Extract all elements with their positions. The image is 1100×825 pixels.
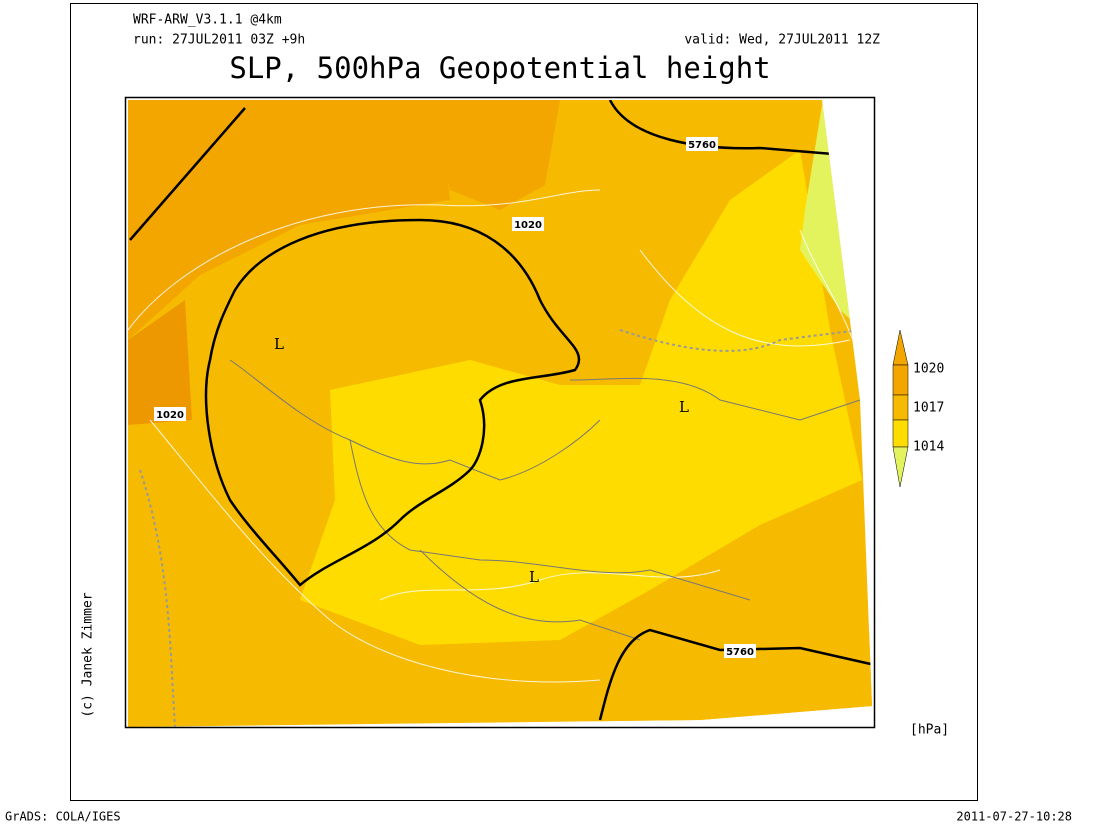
run-label: run: 27JUL2011 03Z +9h (133, 33, 305, 48)
colorbar-label: 1017 (913, 401, 944, 416)
contour-label-box (724, 644, 756, 658)
contour-label-box (686, 137, 718, 151)
contour-label: 1020 (514, 220, 542, 231)
colorbar-cell (892, 419, 909, 448)
contour-label: 5760 (726, 647, 754, 658)
model-label: WRF-ARW_V3.1.1 @4km (133, 13, 282, 28)
colorbar-cap (892, 446, 909, 488)
contour-label: 1020 (156, 410, 184, 421)
field-high (128, 100, 450, 340)
colorbar-cell (892, 394, 909, 421)
field-mid (600, 600, 872, 727)
low-marker: L (529, 568, 539, 586)
borders (229, 359, 861, 641)
field-low (300, 150, 862, 645)
unit-label: [hPa] (910, 723, 949, 738)
low-marker: L (679, 398, 689, 416)
title: SLP, 500hPa Geopotential height (229, 51, 770, 85)
map-border (124, 96, 876, 729)
frame (70, 3, 978, 801)
field-high (128, 300, 192, 425)
map: 1020 1020 5760 5760 L L L (128, 100, 872, 727)
contour-label-box (154, 407, 186, 421)
footer-left: GrADS: COLA/IGES (5, 810, 121, 824)
valid-label: valid: Wed, 27JUL2011 12Z (684, 33, 880, 48)
contour-label-box (512, 217, 544, 231)
coastlines (139, 329, 861, 727)
colorbar-cell (892, 364, 909, 396)
credit: (c) Janek Zimmer (81, 592, 96, 717)
contours (129, 100, 872, 721)
footer-right: 2011-07-27-10:28 (956, 810, 1072, 824)
colorbar-label: 1014 (913, 440, 944, 455)
low-marker: L (274, 335, 284, 353)
colorbar (892, 329, 909, 488)
colorbar-label: 1020 (913, 362, 944, 377)
field-high (430, 100, 560, 210)
contour-label: 5760 (688, 140, 716, 151)
